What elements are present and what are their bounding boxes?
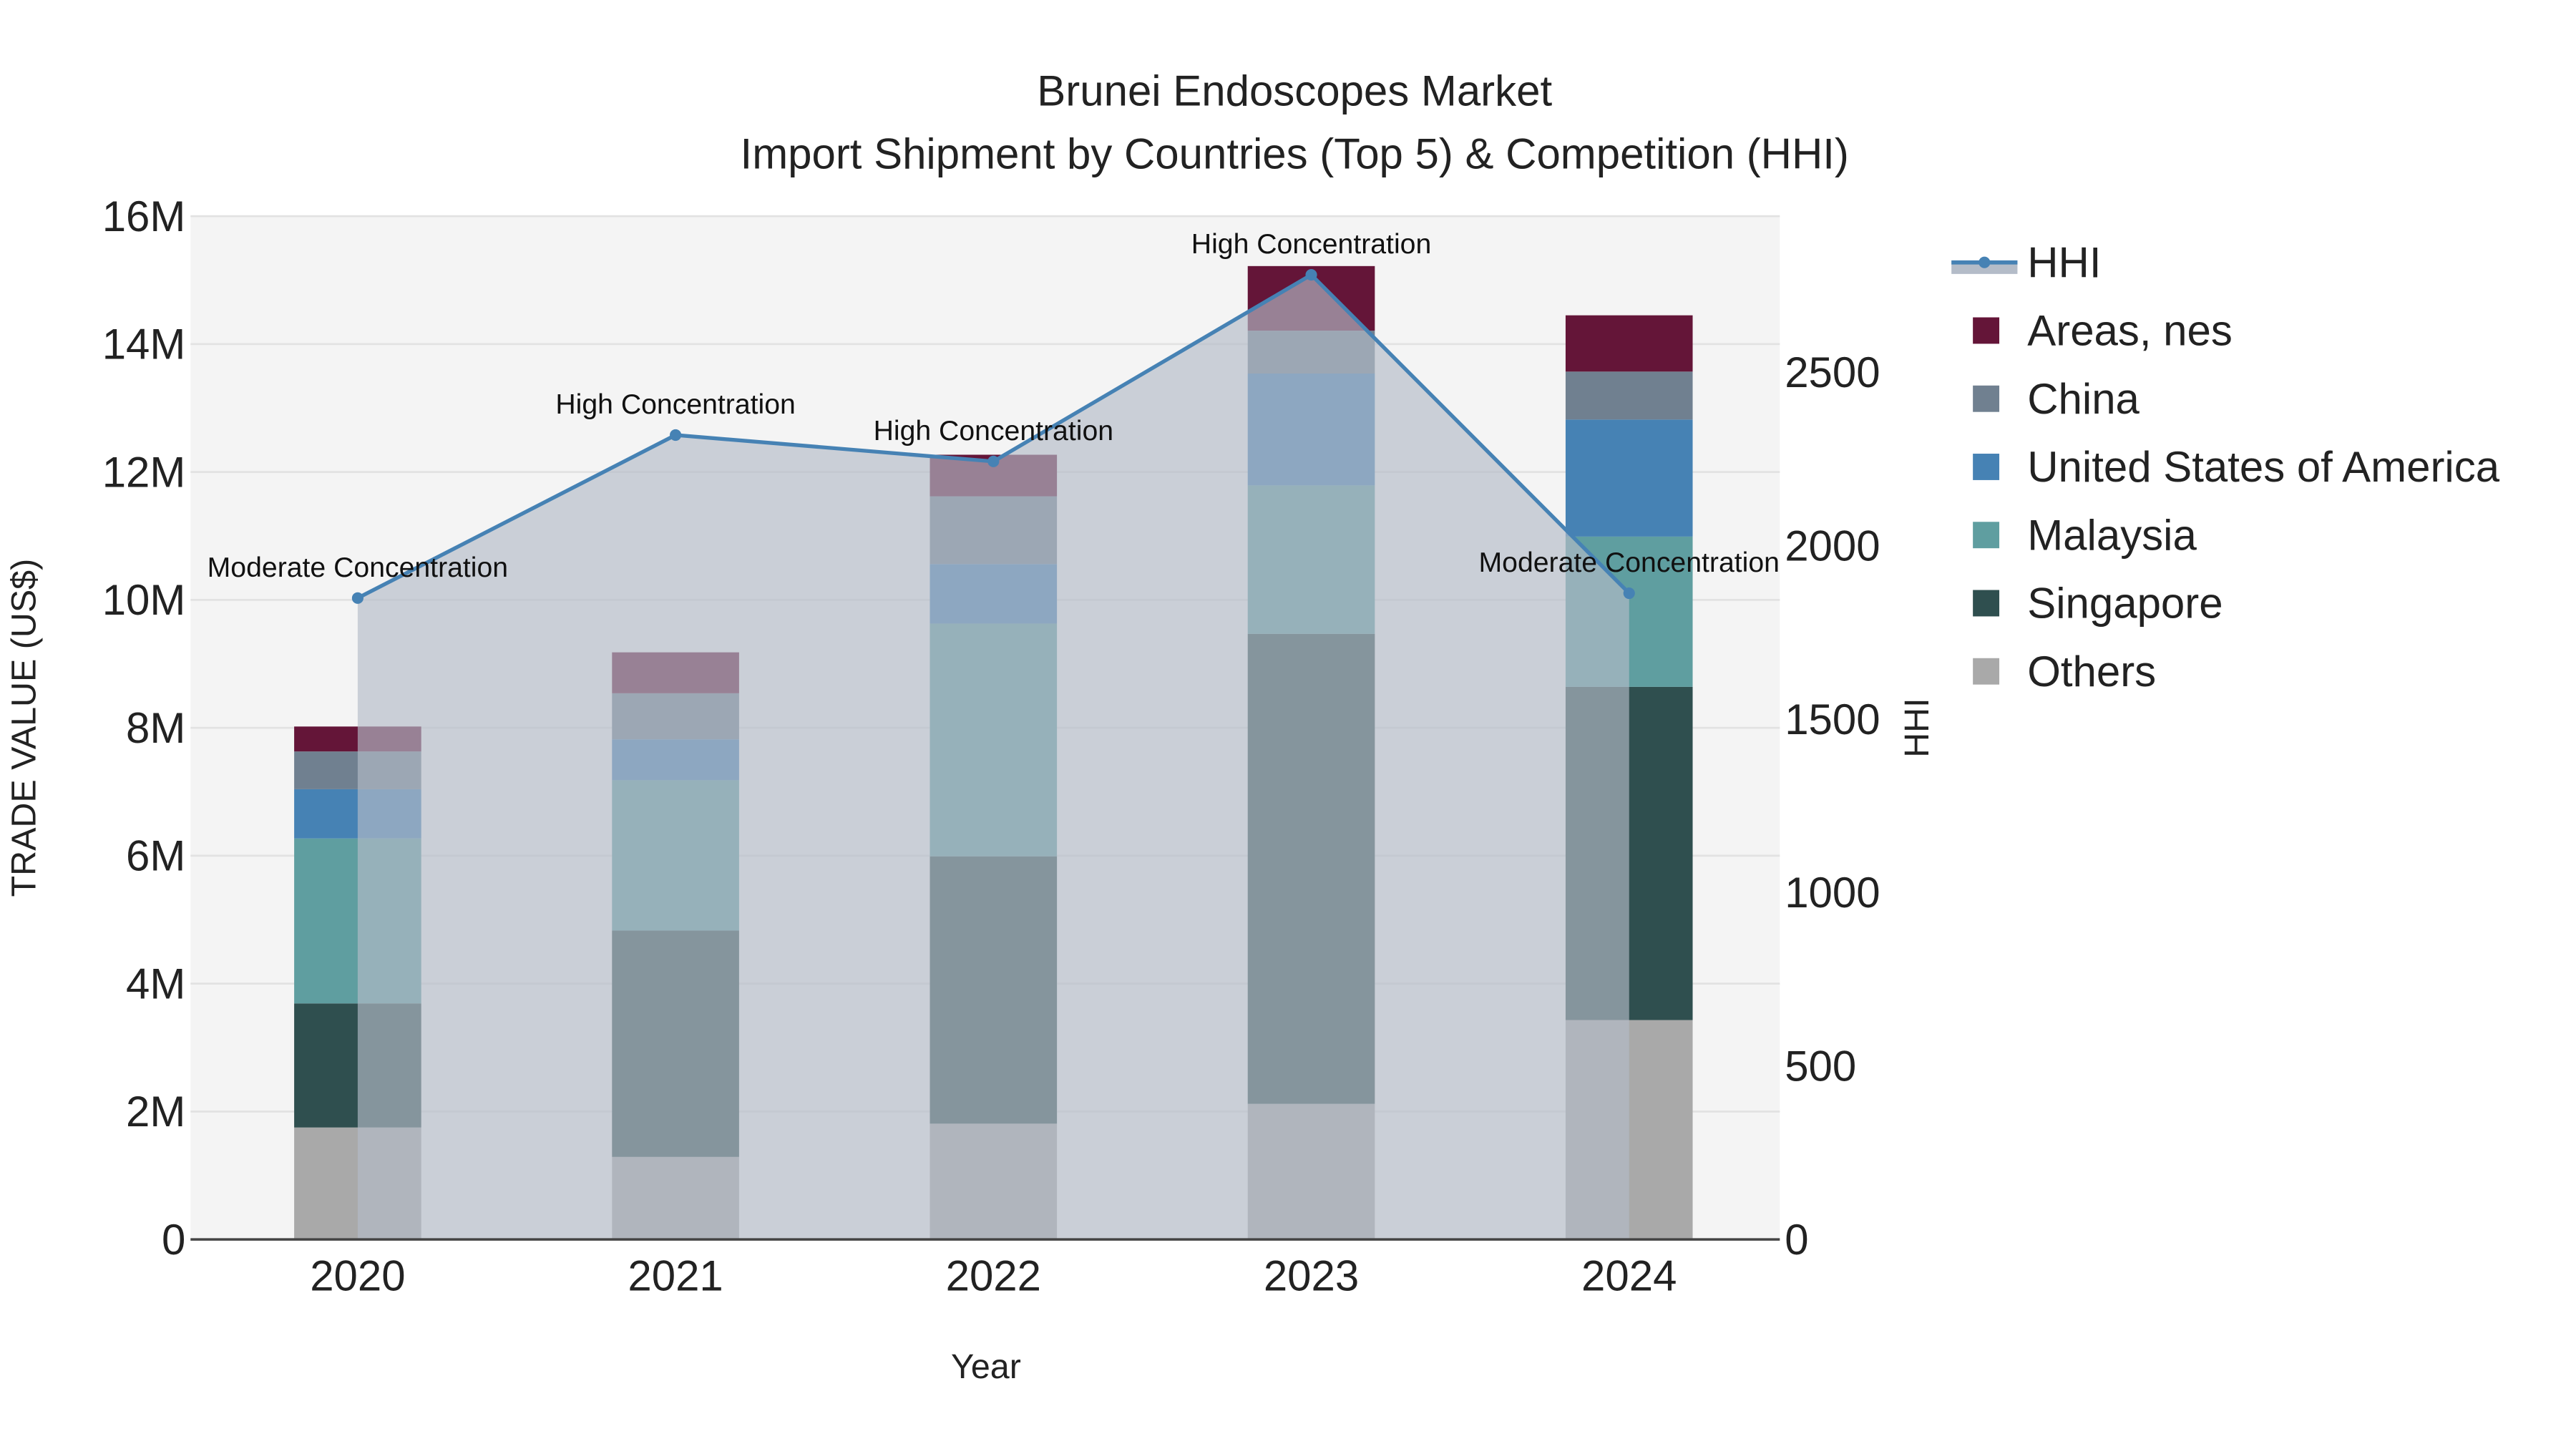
hhi-point — [351, 592, 364, 604]
legend-item-singapore[interactable]: Singapore — [1973, 580, 2223, 628]
legend-swatch — [1973, 454, 2000, 480]
y-tick-label: 10M — [102, 576, 186, 624]
hhi-annotation: Moderate Concentration — [208, 552, 508, 583]
x-tick-label: 2021 — [628, 1252, 723, 1300]
legend-label: China — [2027, 375, 2140, 423]
legend-label: United States of America — [2027, 443, 2499, 491]
legend-label: Areas, nes — [2027, 307, 2233, 355]
hhi-annotation: High Concentration — [1191, 229, 1431, 260]
legend-swatch — [1973, 590, 2000, 617]
hhi-point — [1623, 587, 1635, 600]
x-tick-label: 2023 — [1264, 1252, 1359, 1300]
y2-tick-label: 2000 — [1785, 522, 1880, 570]
x-tick-label: 2022 — [946, 1252, 1041, 1300]
y-tick-label: 14M — [102, 321, 186, 369]
legend-swatch — [1973, 522, 2000, 549]
legend-swatch — [1973, 658, 2000, 685]
legend-item-united-states-of-america[interactable]: United States of America — [1973, 443, 2500, 491]
bar-areas-nes-2024 — [1565, 315, 1693, 372]
bar-united-states-of-america-2024 — [1565, 419, 1693, 537]
legend-item-malaysia[interactable]: Malaysia — [1973, 511, 2197, 559]
y-tick-label: 16M — [102, 192, 186, 240]
hhi-point — [987, 455, 1000, 467]
hhi-annotation: Moderate Concentration — [1479, 547, 1780, 578]
chart-subtitle: Import Shipment by Countries (Top 5) & C… — [741, 130, 1849, 177]
hhi-point — [1305, 268, 1317, 281]
x-tick-label: 2024 — [1581, 1252, 1677, 1300]
legend: HHI Areas, nes China United States of Ameri… — [1951, 238, 2500, 696]
y-axis-title: TRADE VALUE (US$) — [4, 559, 43, 897]
axes: 0 2M 4M 6M 8M 10M 12M 14M 16M 0 500 1000 1500 2000 250… — [102, 192, 1880, 1300]
y2-tick-label: 0 — [1785, 1216, 1808, 1264]
hhi-area — [357, 275, 1629, 1240]
legend-item-others[interactable]: Others — [1973, 648, 2156, 696]
legend-label: HHI — [2027, 238, 2101, 286]
legend-item-hhi[interactable]: HHI — [1951, 238, 2102, 286]
legend-swatch — [1973, 317, 2000, 344]
hhi-series: Moderate Concentration High Concentration… — [208, 229, 1780, 1240]
y-tick-label: 8M — [126, 704, 185, 752]
legend-label: Others — [2027, 648, 2156, 696]
legend-label: Malaysia — [2027, 511, 2197, 559]
legend-label: Singapore — [2027, 580, 2223, 628]
legend-item-china[interactable]: China — [1973, 375, 2140, 423]
chart-title: Brunei Endoscopes Market — [1037, 67, 1552, 115]
y2-tick-label: 500 — [1785, 1042, 1856, 1090]
x-tick-label: 2020 — [310, 1252, 405, 1300]
y-tick-label: 0 — [162, 1216, 185, 1264]
legend-swatch — [1973, 385, 2000, 412]
x-axis-title: Year — [951, 1347, 1021, 1386]
y2-tick-label: 1000 — [1785, 869, 1880, 917]
hhi-annotation: High Concentration — [555, 389, 795, 420]
y-tick-label: 6M — [126, 832, 185, 880]
y-tick-label: 2M — [126, 1088, 185, 1136]
y2-tick-label: 1500 — [1785, 696, 1880, 743]
y2-tick-label: 2500 — [1785, 348, 1880, 396]
legend-item-areas-nes[interactable]: Areas, nes — [1973, 307, 2233, 355]
legend-swatch-point — [1979, 256, 1991, 268]
y2-axis-title: HHI — [1898, 698, 1936, 757]
y-tick-label: 12M — [102, 448, 186, 496]
bar-china-2024 — [1565, 371, 1693, 420]
y-tick-label: 4M — [126, 960, 185, 1008]
hhi-point — [670, 429, 682, 441]
hhi-annotation: High Concentration — [874, 416, 1113, 447]
